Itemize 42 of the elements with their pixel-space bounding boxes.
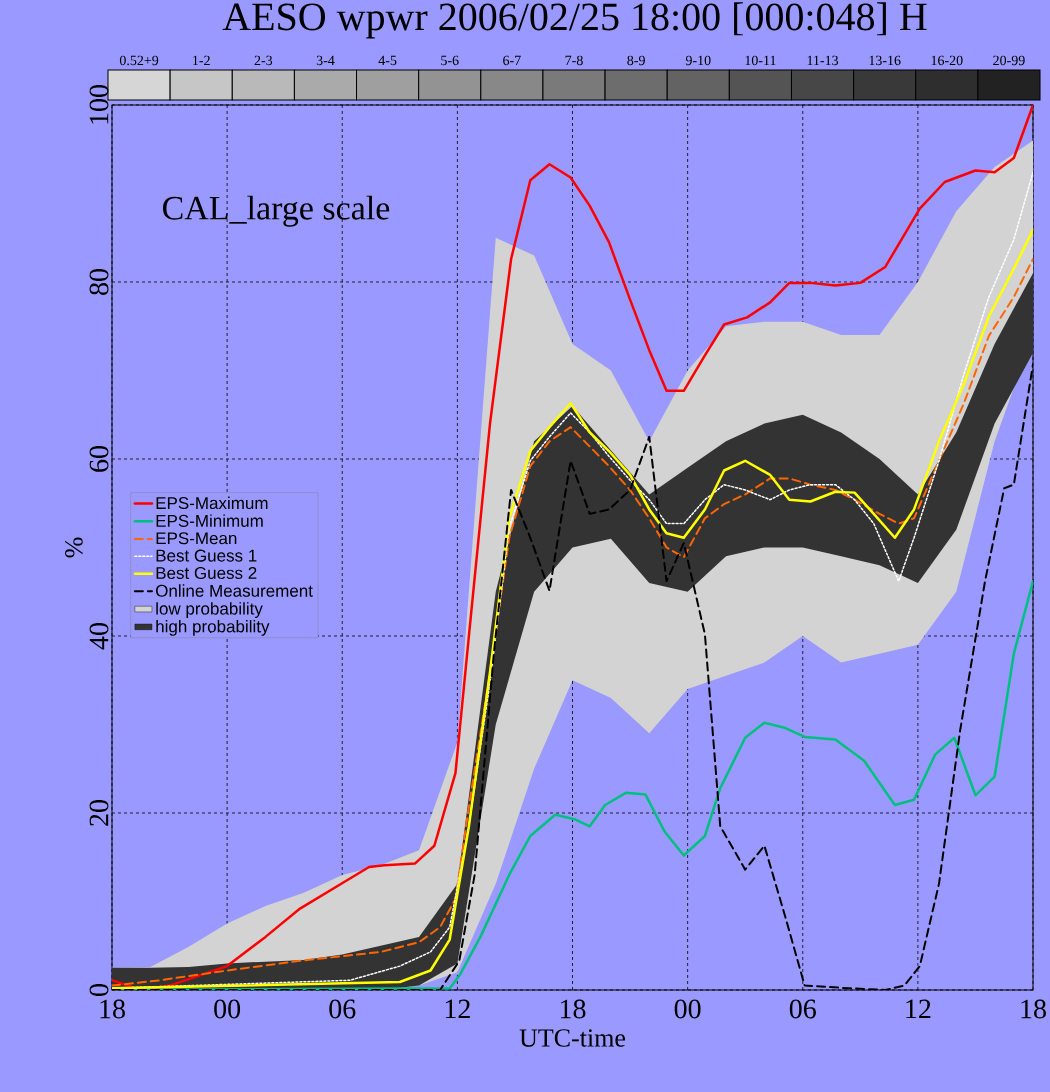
- category-label: 9-10: [685, 55, 711, 66]
- category-label: 11-13: [807, 55, 838, 66]
- category-label: 1-2: [192, 55, 210, 65]
- legend-label: Best Guess 2: [156, 566, 257, 580]
- category-label: 20-99: [993, 55, 1025, 66]
- x-tick-label: 12: [906, 999, 931, 1019]
- legend-label: high probability: [156, 619, 270, 636]
- category-label: 4-5: [378, 55, 397, 66]
- x-tick-label: 18: [560, 999, 586, 1019]
- x-tick-label: 00: [674, 999, 701, 1019]
- x-tick-label: 18: [1021, 999, 1046, 1019]
- y-tick-label: 100: [89, 85, 109, 124]
- y-tick-label: 0: [89, 984, 109, 996]
- category-label: 0.52+9: [119, 55, 159, 66]
- x-axis-title: UTC-time: [519, 1029, 625, 1047]
- category-label: 6-7: [502, 55, 521, 66]
- category-label: 8-9: [627, 55, 645, 66]
- legend-label: Best Guess 1: [156, 549, 257, 562]
- category-label: 2-3: [254, 55, 272, 66]
- category-label: 5-6: [441, 55, 459, 66]
- x-tick-label: 12: [445, 999, 470, 1019]
- y-axis-title: %: [64, 537, 83, 558]
- x-tick-label: 06: [789, 999, 816, 1019]
- legend-label: low probability: [156, 602, 263, 619]
- y-tick-label: 20: [89, 800, 109, 826]
- category-label: 16-20: [931, 55, 963, 66]
- annotation: CAL_large scale: [162, 195, 390, 227]
- x-tick-label: 06: [329, 999, 356, 1019]
- category-label: 3-4: [316, 55, 335, 66]
- legend-label: EPS-Minimum: [156, 514, 263, 527]
- x-tick-label: 00: [214, 999, 240, 1019]
- x-tick-label: 18: [100, 999, 125, 1019]
- legend-label: EPS-Maximum: [156, 496, 268, 510]
- legend-label: EPS-Mean: [156, 532, 237, 545]
- y-tick-label: 40: [89, 623, 109, 650]
- category-label: 7-8: [565, 55, 583, 66]
- category-label: 13-16: [869, 55, 901, 66]
- chart-title: AESO wpwr 2006/02/25 18:00 [000:048] H: [222, 2, 927, 39]
- legend-label: Online Measurement: [155, 584, 313, 597]
- category-label: 10-11: [745, 55, 776, 66]
- y-tick-label: 80: [89, 269, 109, 295]
- y-tick-label: 60: [89, 446, 109, 472]
